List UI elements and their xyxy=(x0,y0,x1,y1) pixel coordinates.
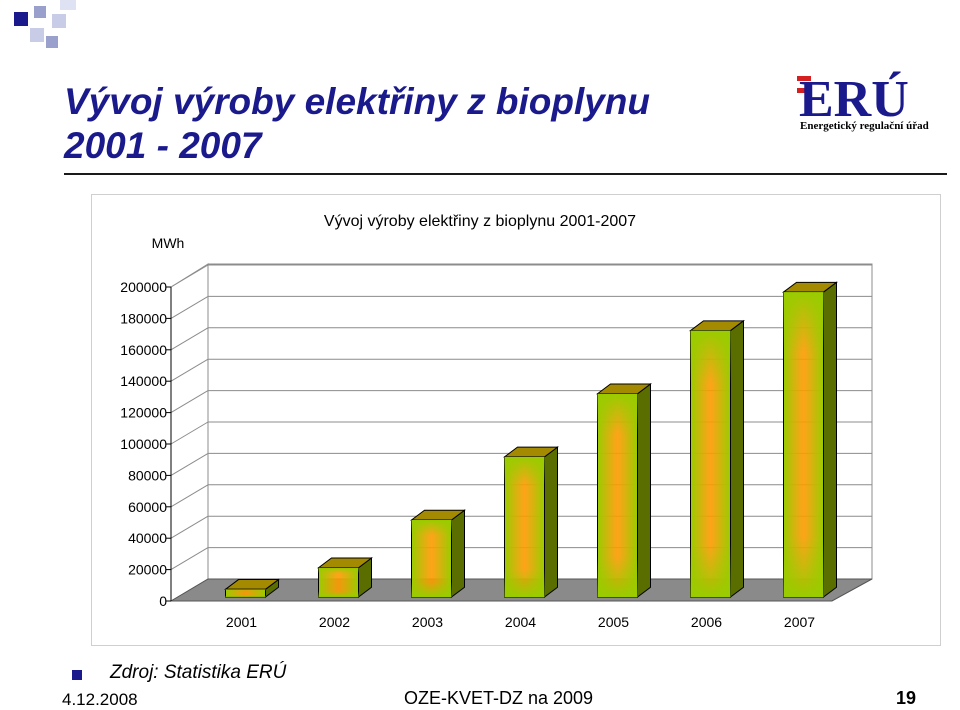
bullet-icon xyxy=(72,670,82,680)
svg-text:ERÚ: ERÚ xyxy=(799,70,909,122)
bar-shade xyxy=(783,292,824,597)
bar-side xyxy=(730,319,744,598)
bar-shade xyxy=(597,393,638,597)
bar xyxy=(596,382,652,598)
bar-shade xyxy=(225,589,266,597)
chart-frame xyxy=(91,194,941,646)
grid-line-side xyxy=(170,390,209,414)
bar-shade xyxy=(504,456,545,597)
page-number: 19 xyxy=(896,688,917,708)
bar xyxy=(224,578,280,598)
x-tick-label: 2006 xyxy=(691,614,722,630)
chart-title: Vývoj výroby elektřiny z bioplynu 2001-2… xyxy=(324,213,636,230)
bar xyxy=(317,556,373,598)
y-tick-label: 160000 xyxy=(120,342,167,358)
footer-date: 4.12.2008 xyxy=(62,690,138,709)
grid-line-side xyxy=(170,264,209,288)
y-tick-label: 140000 xyxy=(120,373,167,389)
bar-shade xyxy=(411,520,452,597)
footer-center: OZE-KVET-DZ na 2009 xyxy=(404,688,594,708)
grid-line-side xyxy=(170,547,209,571)
x-tick-label: 2002 xyxy=(319,614,350,630)
y-tick-label: 80000 xyxy=(128,467,167,483)
x-tick-label: 2001 xyxy=(226,614,257,630)
bar-side xyxy=(544,446,558,598)
grid-line-side xyxy=(170,484,209,508)
source-label: Zdroj: Statistika ERÚ xyxy=(110,662,287,683)
y-tick-label: 0 xyxy=(159,593,167,609)
y-tick-label: 20000 xyxy=(128,562,167,578)
bar-shade xyxy=(690,330,731,597)
bar xyxy=(689,319,745,598)
slide-title-line1: Vývoj výroby elektřiny z bioplynu xyxy=(64,81,651,122)
grid-line-side xyxy=(170,358,209,382)
eru-logo-mark: ERÚ xyxy=(797,70,909,128)
grid-line-side xyxy=(170,327,209,351)
grid-line-side xyxy=(170,421,209,445)
bar-side xyxy=(637,382,651,598)
grid-line-side xyxy=(170,295,209,319)
logo-subtitle: Energetický regulační úřad xyxy=(800,120,929,132)
x-tick-label: 2007 xyxy=(784,614,815,630)
slide-title-line2: 2001 - 2007 xyxy=(64,125,262,166)
bar-shade xyxy=(318,567,359,597)
bar xyxy=(782,281,838,598)
bar xyxy=(410,509,466,598)
title-divider xyxy=(64,173,947,175)
grid-line-side xyxy=(170,515,209,539)
bar-side xyxy=(451,509,465,598)
bar xyxy=(503,446,559,598)
y-tick-label: 200000 xyxy=(120,279,167,295)
y-tick-label: 100000 xyxy=(120,436,167,452)
slide-title: Vývoj výroby elektřiny z bioplynu 2001 -… xyxy=(64,80,764,168)
y-tick-label: 60000 xyxy=(128,499,167,515)
y-axis-label: MWh xyxy=(152,235,185,251)
x-tick-label: 2004 xyxy=(505,614,536,630)
grid-line-side xyxy=(170,452,209,476)
bar-side xyxy=(823,281,837,598)
eru-logo: ERÚ xyxy=(795,62,935,134)
x-tick-label: 2003 xyxy=(412,614,443,630)
y-tick-label: 120000 xyxy=(120,405,167,421)
y-tick-label: 180000 xyxy=(120,310,167,326)
decorative-squares xyxy=(0,0,80,60)
x-tick-label: 2005 xyxy=(598,614,629,630)
y-tick-label: 40000 xyxy=(128,530,167,546)
